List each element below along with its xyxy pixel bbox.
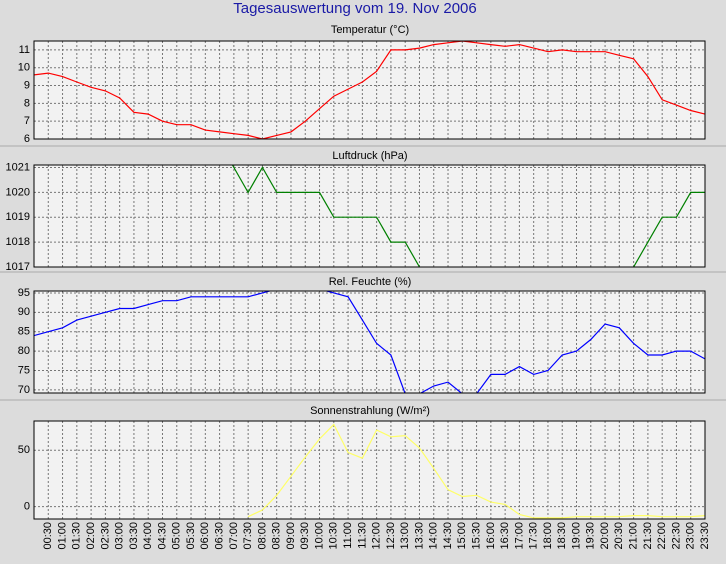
x-tick-label: 03:00: [114, 522, 126, 550]
x-tick-label: 12:30: [385, 522, 397, 550]
y-tick-label: 1021: [6, 161, 30, 173]
page-title: Tagesauswertung vom 19. Nov 2006: [233, 0, 476, 17]
x-tick-label: 21:00: [628, 522, 640, 550]
y-tick-label: 7: [24, 115, 30, 127]
x-tick-label: 10:30: [328, 522, 340, 550]
plot-border: [33, 290, 706, 394]
plot-area: [34, 41, 705, 139]
x-tick-label: 02:30: [99, 522, 111, 550]
x-tick-label: 13:00: [399, 522, 411, 550]
series-group: [34, 291, 705, 393]
plot-area: [34, 291, 705, 393]
x-tick-label: 06:30: [214, 522, 226, 550]
series-group: [231, 165, 705, 267]
x-tick-label: 22:00: [656, 522, 668, 550]
x-tick-label: 08:00: [256, 522, 268, 550]
x-tick-label: 12:00: [371, 522, 383, 550]
data-line: [231, 165, 705, 267]
x-tick-label: 11:00: [342, 522, 354, 549]
y-tick-label: 95: [18, 287, 30, 299]
x-tick-label: 17:00: [513, 522, 525, 550]
x-tick-label: 19:30: [585, 522, 597, 550]
x-tick-label: 04:30: [156, 522, 168, 550]
x-tick-label: 09:00: [285, 522, 297, 550]
x-tick-label: 14:30: [442, 522, 454, 550]
data-line: [34, 291, 705, 393]
x-tick-label: 20:30: [613, 522, 625, 550]
x-tick-label: 21:30: [642, 522, 654, 550]
y-tick-label: 50: [18, 444, 30, 456]
y-tick-label: 1018: [6, 236, 30, 248]
x-tick-label: 11:30: [356, 522, 368, 549]
data-line: [34, 41, 705, 139]
y-tick-label: 75: [18, 364, 30, 376]
x-tick-label: 15:30: [470, 522, 482, 550]
x-tick-label: 23:00: [685, 522, 697, 550]
y-tick-label: 90: [18, 306, 30, 318]
plot-border: [33, 420, 706, 520]
x-tick-label: 01:30: [71, 522, 83, 550]
y-tick-label: 11: [19, 44, 30, 56]
plot-area: [34, 165, 705, 267]
x-tick-label: 18:30: [556, 522, 568, 550]
x-tick-label: 05:30: [185, 522, 197, 550]
series-group: [247, 423, 705, 519]
plot-border: [33, 40, 706, 140]
y-tick-label: 1019: [6, 211, 30, 223]
x-tick-label: 00:30: [42, 522, 54, 550]
x-tick-label: 02:00: [85, 522, 97, 550]
series-group: [34, 41, 705, 139]
x-tick-label: 07:00: [228, 522, 240, 550]
x-tick-label: 13:30: [413, 522, 425, 550]
y-tick-label: 80: [18, 345, 30, 357]
y-tick-label: 85: [18, 326, 30, 338]
x-tick-label: 16:00: [485, 522, 497, 550]
x-tick-label: 03:30: [128, 522, 140, 550]
x-tick-label: 17:30: [528, 522, 540, 550]
panel-title: Sonnenstrahlung (W/m²): [310, 405, 430, 417]
plot-area: [34, 421, 705, 519]
panel-title: Luftdruck (hPa): [332, 150, 407, 162]
x-tick-label: 10:00: [313, 522, 325, 550]
x-tick-label: 14:00: [428, 522, 440, 550]
panel-title: Temperatur (°C): [331, 24, 409, 36]
x-tick-label: 06:00: [199, 522, 211, 550]
y-tick-label: 1017: [6, 261, 30, 273]
x-tick-label: 01:00: [56, 522, 68, 550]
x-tick-label: 07:30: [242, 522, 254, 550]
x-tick-label: 08:30: [271, 522, 283, 550]
y-tick-label: 1020: [6, 186, 30, 198]
y-tick-label: 0: [24, 501, 30, 513]
panel-title: Rel. Feuchte (%): [329, 276, 412, 288]
x-tick-label: 16:30: [499, 522, 511, 550]
x-tick-label: 19:00: [570, 522, 582, 550]
x-tick-label: 20:00: [599, 522, 611, 550]
y-tick-label: 9: [24, 79, 30, 91]
y-tick-label: 6: [24, 133, 30, 145]
x-tick-label: 15:00: [456, 522, 468, 550]
x-tick-label: 18:00: [542, 522, 554, 550]
x-tick-label: 22:30: [670, 522, 682, 550]
x-tick-label: 09:30: [299, 522, 311, 550]
y-tick-label: 8: [24, 97, 30, 109]
data-line: [247, 423, 705, 519]
x-tick-label: 05:00: [171, 522, 183, 550]
plot-border: [33, 164, 706, 268]
x-tick-label: 04:00: [142, 522, 154, 550]
x-tick-label: 23:30: [699, 522, 711, 550]
y-tick-label: 70: [18, 384, 30, 396]
y-tick-label: 10: [18, 62, 30, 74]
